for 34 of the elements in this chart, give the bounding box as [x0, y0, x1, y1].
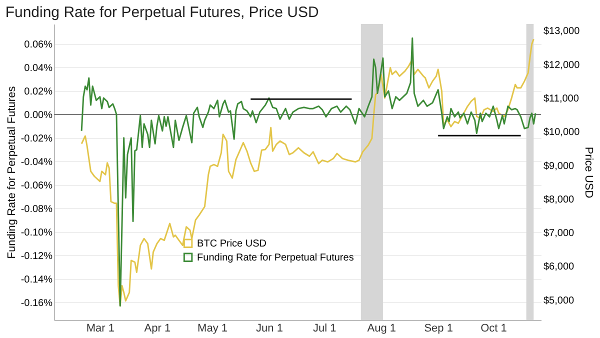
x-tick-label: Oct 1 — [480, 322, 507, 334]
x-tick-label: Jun 1 — [256, 322, 283, 334]
y-tick-label: 0.06% — [24, 39, 53, 50]
y2-tick-label: $8,000 — [544, 194, 575, 206]
x-tick-label: May 1 — [198, 322, 228, 334]
chart-title: Funding Rate for Perpetual Futures, Price USD — [5, 4, 319, 21]
y-axis-title: Funding Rate for Perpetual Futures — [6, 86, 18, 259]
y-tick-label: -0.10% — [20, 227, 53, 238]
y-tick-label: -0.04% — [20, 156, 53, 168]
legend-label: Funding Rate for Perpetual Futures — [197, 252, 354, 264]
y-tick-label: -0.12% — [20, 250, 53, 262]
y2-tick-label: $13,000 — [544, 26, 580, 38]
legend-label: BTC Price USD — [197, 238, 267, 250]
x-tick-label: Jul 1 — [313, 322, 336, 334]
y2-tick-label: $6,000 — [544, 262, 575, 273]
y2-tick-label: $9,000 — [544, 160, 575, 172]
x-tick-label: Apr 1 — [144, 322, 171, 334]
y-tick-label: 0.02% — [24, 86, 53, 98]
y2-tick-label: $10,000 — [544, 127, 580, 138]
y2-tick-label: $12,000 — [544, 60, 580, 71]
x-tick-label: Mar 1 — [86, 322, 115, 334]
y2-tick-label: $7,000 — [544, 228, 575, 240]
y2-axis-title: Price USD — [582, 146, 595, 198]
y-tick-label: -0.16% — [20, 298, 53, 309]
y-tick-label: 0.04% — [24, 62, 53, 74]
y-tick-label: -0.02% — [20, 133, 53, 144]
y-tick-label: -0.08% — [20, 204, 53, 215]
y2-tick-label: $11,000 — [544, 94, 580, 104]
x-tick-label: Sep 1 — [424, 322, 453, 334]
x-tick-label: Aug 1 — [367, 322, 396, 334]
y2-tick-label: $5,000 — [544, 295, 575, 306]
y-tick-label: -0.14% — [20, 274, 53, 286]
y-tick-label: -0.06% — [20, 180, 53, 192]
y-tick-label: 0.00% — [24, 110, 53, 121]
